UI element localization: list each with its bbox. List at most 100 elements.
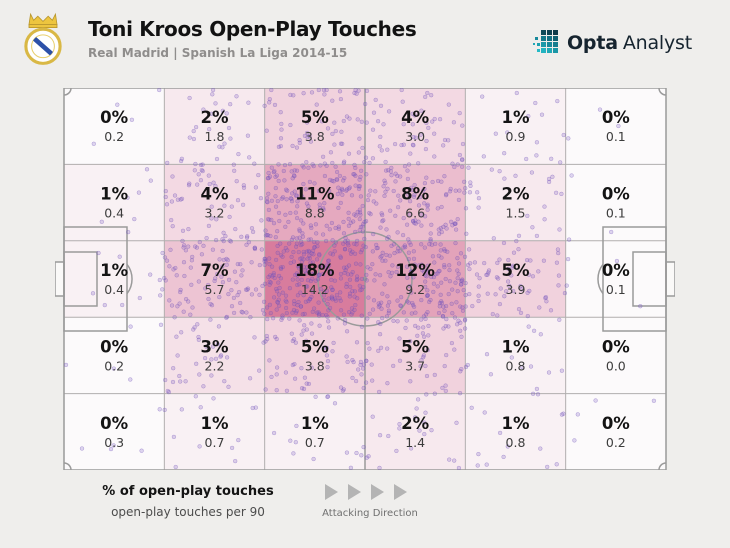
zone-cell [64, 88, 165, 165]
zone-pct-label: 2% [200, 108, 228, 127]
zone-pct-label: 1% [200, 414, 228, 433]
zone-per90-label: 0.2 [104, 129, 124, 144]
brand-word-analyst: Analyst [622, 32, 692, 54]
zone-per90-label: 5.7 [205, 282, 225, 297]
corner-arc [63, 462, 72, 470]
zone-per90-label: 0.1 [606, 282, 626, 297]
zone-per90-label: 0.0 [606, 358, 626, 373]
zone-per90-label: 0.8 [506, 435, 526, 450]
touch-dots [63, 88, 657, 470]
zone-per90-label: 0.7 [305, 435, 325, 450]
corner-arc [658, 88, 667, 96]
zone-per90-label: 0.2 [104, 358, 124, 373]
zone-pct-label: 5% [501, 261, 529, 280]
attacking-direction-label: Attacking Direction [322, 508, 418, 519]
real-madrid-crest [24, 12, 62, 65]
zone-cell [465, 393, 566, 470]
zone-per90-label: 3.8 [305, 358, 325, 373]
zone-pct-label: 5% [301, 337, 329, 356]
zone-cell [64, 164, 165, 241]
zone-cell [565, 317, 666, 394]
zone-pct-label: 5% [401, 337, 429, 356]
zone-cell [565, 164, 666, 241]
centre-circle [317, 231, 413, 327]
page-title: Toni Kroos Open-Play Touches [88, 17, 417, 41]
zone-per90-label: 9.2 [405, 282, 425, 297]
zone-cell [164, 317, 265, 394]
zone-cell [164, 393, 265, 470]
zone-per90-label: 14.2 [301, 282, 329, 297]
zone-per90-label: 0.1 [606, 206, 626, 221]
zone-cell [164, 164, 265, 241]
zone-per90-label: 0.7 [205, 435, 225, 450]
zone-pct-label: 2% [401, 414, 429, 433]
pitch-markings [55, 88, 675, 470]
zone-per90-label: 0.9 [506, 129, 526, 144]
goal-left [55, 261, 65, 297]
zone-cell [465, 88, 566, 165]
zone-pct-label: 0% [602, 414, 630, 433]
value-legend: % of open-play touches open-play touches… [92, 484, 284, 519]
zone-pct-label: 5% [301, 108, 329, 127]
penalty-arc-right [597, 263, 604, 295]
zone-per90-label: 3.9 [506, 282, 526, 297]
zone-cell [565, 393, 666, 470]
zone-per90-label: 0.8 [506, 358, 526, 373]
goal-right [665, 261, 675, 297]
zone-cell [465, 317, 566, 394]
zone-cell [465, 240, 566, 318]
zone-pct-label: 11% [295, 185, 335, 204]
crest-band [28, 24, 58, 29]
brand-word-opta: Opta [566, 32, 618, 54]
pitch-heatmap: 0% 0.2 2% 1.8 5% 3.8 4% 3.0 1% 0.9 0% 0.1 1% 0.4 4% 3.2… [55, 88, 675, 470]
zone-cell [365, 317, 466, 394]
legend-pct-label: % of open-play touches [102, 484, 274, 499]
zone-pct-label: 3% [200, 337, 228, 356]
penalty-arc-left [126, 263, 133, 295]
zone-cell [264, 88, 365, 165]
opta-analyst-logo: Opta Analyst [532, 30, 692, 56]
zone-pct-label: 12% [395, 261, 435, 280]
zone-cell [565, 240, 666, 318]
zone-per90-label: 8.8 [305, 206, 325, 221]
zone-cell [64, 317, 165, 394]
attacking-direction-arrows [325, 484, 407, 500]
zone-cell [365, 88, 466, 165]
zone-pct-label: 4% [401, 108, 429, 127]
zone-pct-label: 0% [602, 337, 630, 356]
zone-pct-label: 1% [501, 414, 529, 433]
crest-crown [28, 12, 58, 25]
zone-per90-label: 1.8 [205, 129, 225, 144]
arrow-icon [371, 484, 384, 500]
zone-pct-label: 0% [100, 337, 128, 356]
zone-labels: 0% 0.2 2% 1.8 5% 3.8 4% 3.0 1% 0.9 0% 0.1 1% 0.4 4% 3.2… [100, 108, 630, 450]
zone-pct-label: 0% [602, 261, 630, 280]
zone-pct-label: 1% [501, 337, 529, 356]
page-subtitle: Real Madrid | Spanish La Liga 2014-15 [88, 46, 348, 60]
opta-icon [532, 30, 558, 53]
zone-per90-label: 0.1 [606, 129, 626, 144]
zone-per90-label: 0.2 [606, 435, 626, 450]
zone-per90-label: 3.8 [305, 129, 325, 144]
zone-per90-label: 0.3 [104, 435, 124, 450]
zone-per90-label: 3.2 [205, 206, 225, 221]
zone-per90-label: 1.4 [405, 435, 425, 450]
zone-pct-label: 8% [401, 185, 429, 204]
zone-pct-label: 1% [100, 261, 128, 280]
zone-pct-label: 4% [200, 185, 228, 204]
legend-per90-label: open-play touches per 90 [111, 505, 265, 519]
six-yard-box-right [632, 251, 667, 307]
zone-pct-label: 0% [100, 414, 128, 433]
arrow-icon [348, 484, 361, 500]
zone-per90-label: 0.4 [104, 206, 124, 221]
zone-cell [565, 88, 666, 165]
attacking-direction: Attacking Direction [320, 483, 420, 519]
zone-pct-label: 1% [301, 414, 329, 433]
zone-pct-label: 2% [501, 185, 529, 204]
zone-per90-label: 6.6 [405, 206, 425, 221]
arrow-icon [394, 484, 407, 500]
zone-fills [64, 88, 666, 470]
six-yard-box-left [63, 251, 98, 307]
crest-stripe [32, 36, 54, 57]
